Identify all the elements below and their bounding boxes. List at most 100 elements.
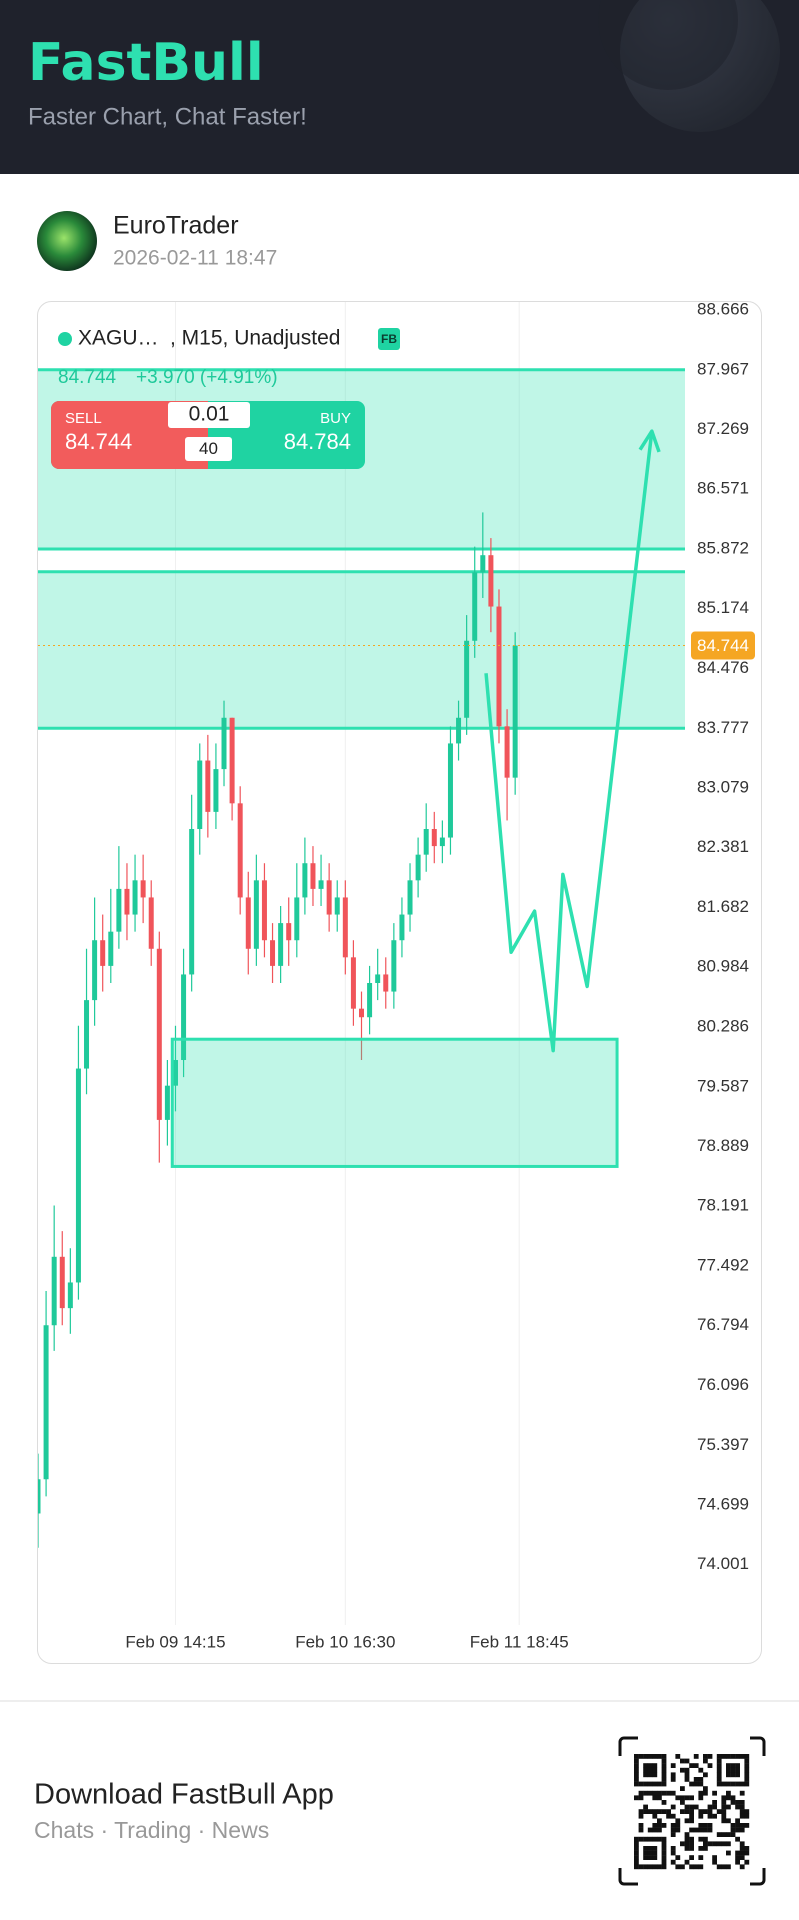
qr-module: [739, 1790, 745, 1796]
target-box: [170, 1037, 619, 1168]
qr-module: [661, 1859, 667, 1865]
qr-module: [726, 1772, 731, 1778]
qr-module: [670, 1763, 676, 1768]
qr-module: [716, 1763, 722, 1768]
qr-module: [647, 1763, 653, 1768]
qr-module: [661, 1781, 667, 1787]
qr-module: [638, 1754, 644, 1759]
qr-module: [739, 1827, 745, 1833]
qr-module: [643, 1804, 648, 1810]
qr-module: [634, 1795, 639, 1801]
qr-module: [716, 1832, 722, 1837]
qr-module: [652, 1836, 658, 1842]
qr-module: [730, 1772, 736, 1778]
qr-module: [634, 1754, 639, 1759]
candle-body: [367, 983, 373, 1018]
qr-module: [638, 1795, 644, 1801]
lot: 0.01: [189, 403, 230, 426]
qr-module: [689, 1827, 694, 1833]
qr-module: [693, 1827, 699, 1833]
last-price-badge: [691, 631, 755, 660]
qr-module: [712, 1790, 717, 1796]
candle-body: [181, 974, 187, 1061]
candle-body: [423, 828, 429, 855]
candle-body: [197, 760, 203, 829]
qr-module: [721, 1795, 727, 1801]
qr-module: [652, 1823, 658, 1828]
qr-module: [735, 1850, 740, 1856]
candle-body: [302, 863, 308, 898]
qr-module: [675, 1823, 681, 1828]
qr-module: [634, 1763, 639, 1768]
qr-module: [647, 1855, 653, 1860]
qr-module: [661, 1772, 667, 1778]
qr-module: [693, 1781, 699, 1787]
qr-module: [744, 1846, 750, 1851]
qr-module: [726, 1832, 731, 1837]
qr-module: [703, 1790, 708, 1796]
y-tick-label: 85.174: [697, 598, 749, 617]
qr-module: [698, 1836, 704, 1842]
candle-body: [359, 1008, 364, 1018]
qr-module: [730, 1832, 736, 1837]
lot-box[interactable]: [168, 402, 250, 428]
qr-module: [647, 1754, 653, 1759]
qr-module: [684, 1809, 690, 1814]
qr-module: [647, 1772, 653, 1778]
qr-module: [735, 1772, 740, 1778]
qr-module: [634, 1772, 639, 1778]
candle-body: [326, 880, 332, 915]
qr-module: [703, 1827, 708, 1833]
qr-module: [643, 1864, 648, 1870]
qr-module: [652, 1781, 658, 1787]
candle-body: [172, 1060, 178, 1086]
qr-module: [707, 1827, 713, 1833]
qr-module: [661, 1850, 667, 1856]
qr-module: [739, 1864, 745, 1870]
qr-module: [670, 1813, 676, 1819]
qr-module: [698, 1767, 704, 1773]
qr-module: [661, 1855, 667, 1860]
qr-module: [744, 1813, 750, 1819]
qr-module: [684, 1777, 690, 1782]
candle-body: [270, 940, 276, 966]
qr-module: [721, 1841, 727, 1847]
qr-module: [657, 1823, 662, 1828]
candle-body: [391, 940, 397, 992]
qr-module: [680, 1864, 685, 1870]
candle-body: [375, 974, 381, 984]
y-tick-label: 76.096: [697, 1375, 749, 1394]
candle-body: [38, 1479, 41, 1514]
qr-module: [698, 1864, 704, 1870]
qr-module: [634, 1864, 639, 1870]
qr-module: [652, 1813, 658, 1819]
qr-module: [698, 1809, 704, 1814]
qr-module: [689, 1841, 694, 1847]
qr-module: [657, 1790, 662, 1796]
qr-module: [684, 1832, 690, 1837]
qr-module: [739, 1804, 745, 1810]
qr-module: [661, 1763, 667, 1768]
qr-module: [712, 1800, 717, 1805]
candle-body: [164, 1085, 170, 1120]
candle-body: [399, 914, 405, 941]
qr-module: [744, 1850, 750, 1856]
qr-module: [721, 1781, 727, 1787]
footer-subtitle: Chats · Trading · News: [34, 1817, 269, 1843]
qr-module: [726, 1841, 731, 1847]
qr-frame: [750, 1868, 766, 1886]
candle-body: [383, 974, 389, 992]
qr-module: [744, 1859, 750, 1865]
qr-module: [726, 1864, 731, 1870]
qr-module: [652, 1809, 658, 1814]
qr-module: [638, 1836, 644, 1842]
chart-info: , M15, Unadjusted: [170, 327, 340, 350]
last-price-label: 84.744: [697, 636, 749, 655]
qr-module: [647, 1827, 653, 1833]
qr-module: [726, 1767, 731, 1773]
chart-card: [37, 301, 762, 1664]
qr-module: [726, 1781, 731, 1787]
qr-module: [744, 1758, 750, 1764]
author: EuroTrader: [113, 212, 239, 240]
qr-module: [652, 1772, 658, 1778]
